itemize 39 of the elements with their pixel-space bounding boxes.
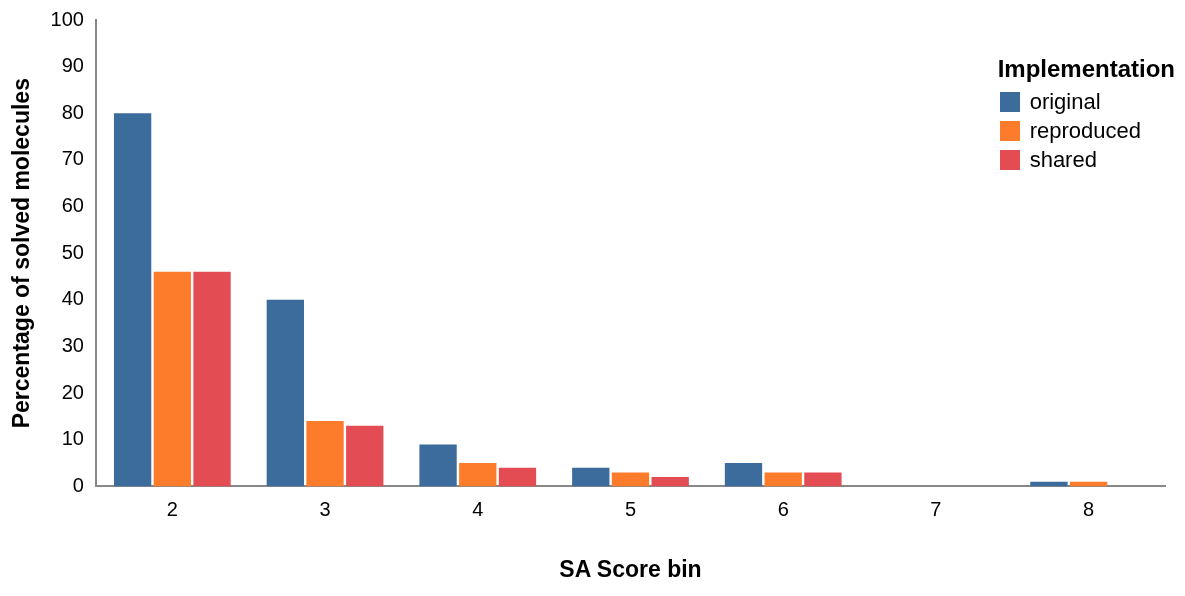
bar	[459, 463, 497, 487]
bar	[651, 477, 689, 487]
y-tick-label: 80	[61, 100, 84, 123]
bar	[572, 467, 610, 487]
x-tick-label: 3	[319, 497, 331, 520]
y-tick-label: 10	[61, 427, 84, 450]
bar	[266, 299, 304, 487]
legend-label: original	[1029, 88, 1101, 115]
legend-label: shared	[1029, 146, 1097, 173]
bar	[306, 421, 344, 487]
bar	[153, 271, 191, 487]
bar	[346, 425, 384, 487]
x-tick-label: 8	[1083, 497, 1095, 520]
legend-title: Implementation	[997, 55, 1175, 83]
bar	[764, 472, 802, 487]
bar	[611, 472, 650, 487]
legend-label: reproduced	[1029, 117, 1141, 144]
y-tick-label: 60	[61, 194, 84, 217]
y-tick-label: 90	[61, 54, 84, 77]
y-tick-label: 50	[61, 240, 84, 263]
bar	[498, 467, 537, 487]
bar	[113, 113, 152, 487]
bar	[804, 472, 842, 487]
y-tick-label: 0	[72, 473, 84, 496]
bar	[193, 271, 231, 487]
bar	[419, 444, 457, 487]
x-tick-label: 5	[624, 497, 637, 520]
x-tick-label: 6	[777, 497, 789, 520]
x-tick-label: 7	[930, 497, 942, 520]
y-tick-label: 70	[61, 147, 84, 170]
x-tick-label: 2	[166, 497, 178, 520]
x-axis-title: SA Score bin	[559, 555, 702, 582]
y-tick-label: 100	[50, 7, 84, 30]
y-tick-label: 20	[61, 380, 84, 403]
y-tick-label: 40	[61, 287, 84, 310]
y-axis-title: Percentage of solved molecules	[8, 78, 35, 429]
y-tick-label: 30	[61, 334, 84, 356]
bar	[724, 463, 763, 487]
x-tick-label: 4	[472, 497, 484, 520]
